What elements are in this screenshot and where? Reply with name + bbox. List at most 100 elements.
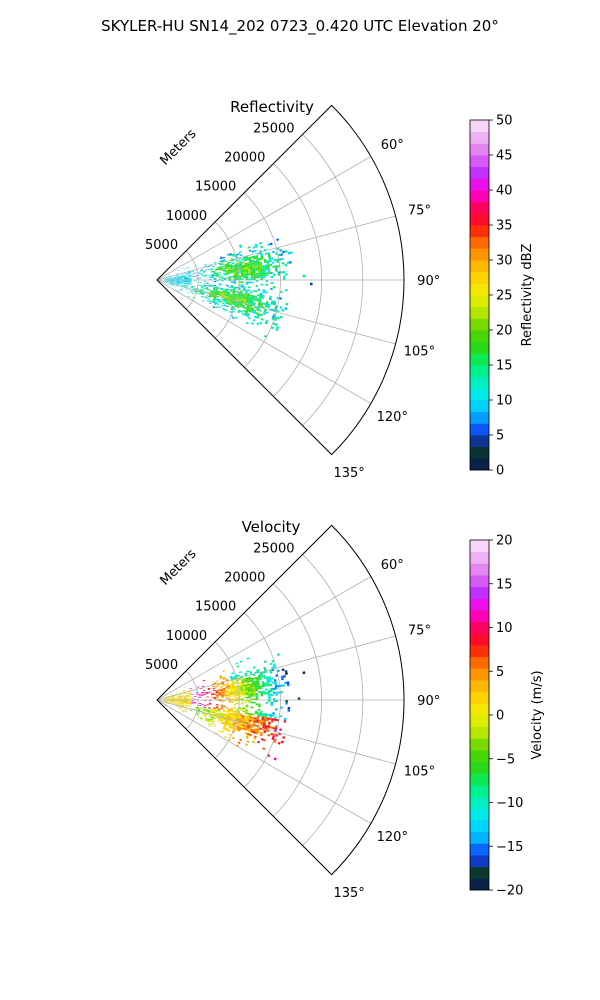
- echo-cell: [239, 245, 243, 249]
- echo-cell: [253, 698, 256, 700]
- echo-cell: [222, 265, 225, 268]
- azimuth-gridline: [156, 635, 396, 701]
- echo-cell: [235, 268, 238, 271]
- echo-cell: [231, 683, 235, 686]
- echo-cell: [215, 269, 218, 271]
- echo-cell: [260, 687, 263, 690]
- echo-cell: [254, 260, 257, 263]
- echo-cell: [282, 275, 286, 278]
- echo-cell: [174, 283, 177, 284]
- echo-cell: [220, 287, 224, 290]
- echo-cell: [198, 282, 202, 284]
- echo-cell: [213, 285, 217, 287]
- echo-cell: [253, 273, 256, 275]
- echo-cell: [264, 682, 268, 685]
- colorbar-segment: [470, 621, 489, 634]
- echo-cell: [199, 293, 202, 295]
- reflectivity-polar-grid: [156, 104, 405, 456]
- echo-cell: [263, 738, 267, 742]
- echo-cell: [201, 703, 204, 705]
- echo-cell: [247, 317, 251, 320]
- echo-cell: [252, 268, 256, 270]
- echo-cell: [216, 717, 219, 719]
- echo-cell: [261, 681, 265, 684]
- echo-cell: [236, 306, 240, 309]
- echo-cell: [232, 710, 236, 713]
- echo-cell: [267, 268, 271, 271]
- echo-cell: [223, 719, 226, 721]
- echo-cell: [231, 725, 235, 728]
- echo-cell: [285, 700, 288, 703]
- echo-cell: [213, 273, 217, 275]
- echo-cell: [281, 262, 285, 265]
- echo-cell: [234, 713, 238, 716]
- echo-cell: [270, 687, 273, 691]
- echo-cell: [220, 257, 223, 260]
- echo-cell: [243, 690, 246, 693]
- echo-cell: [255, 290, 258, 293]
- echo-cell: [244, 313, 247, 317]
- echo-cell: [259, 242, 263, 245]
- echo-cell: [239, 713, 243, 715]
- echo-cell: [182, 689, 185, 692]
- echo-cell: [217, 306, 221, 309]
- echo-cell: [247, 263, 250, 266]
- echo-cell: [164, 698, 167, 699]
- colorbar-segment: [470, 423, 489, 436]
- echo-cell: [269, 263, 273, 267]
- echo-cell: [229, 303, 233, 306]
- echo-cell: [213, 281, 217, 283]
- echo-cell: [254, 717, 257, 720]
- echo-cell: [178, 283, 182, 285]
- echo-cell: [181, 701, 185, 702]
- echo-cell: [261, 716, 265, 719]
- echo-cell: [221, 695, 224, 697]
- echo-cell: [169, 697, 172, 699]
- echo-cell: [238, 726, 242, 729]
- echo-cell: [174, 277, 177, 279]
- echo-cell: [258, 301, 261, 304]
- echo-cell: [268, 721, 271, 725]
- echo-cell: [248, 249, 252, 252]
- echo-cell: [241, 306, 245, 309]
- echo-cell: [231, 305, 235, 308]
- echo-cell: [181, 279, 185, 280]
- echo-cell: [213, 692, 216, 695]
- echo-cell: [270, 282, 274, 285]
- echo-cell: [217, 719, 221, 722]
- echo-cell: [206, 282, 209, 284]
- echo-cell: [171, 696, 174, 697]
- echo-cell: [171, 281, 175, 283]
- echo-cell: [215, 268, 218, 270]
- echo-cell: [265, 280, 269, 282]
- echo-cell: [259, 292, 263, 295]
- echo-cell: [255, 274, 259, 277]
- echo-cell: [248, 256, 251, 259]
- echo-cell: [258, 309, 262, 312]
- echo-cell: [239, 305, 242, 308]
- echo-cell: [208, 275, 212, 277]
- echo-cell: [181, 280, 185, 281]
- echo-cell: [229, 294, 233, 296]
- colorbar-segment: [470, 878, 489, 891]
- echo-cell: [242, 710, 246, 713]
- echo-cell: [205, 286, 209, 289]
- echo-cell: [181, 697, 185, 698]
- echo-cell: [176, 283, 179, 285]
- echo-cell: [204, 719, 208, 722]
- echo-cell: [237, 309, 241, 312]
- echo-cell: [181, 696, 184, 698]
- echo-cell: [231, 276, 234, 278]
- echo-cell: [205, 710, 208, 712]
- echo-cell: [264, 264, 268, 267]
- echo-cell: [168, 284, 171, 286]
- echo-cell: [188, 692, 191, 694]
- echo-cell: [209, 300, 213, 303]
- echo-cell: [181, 284, 184, 286]
- colorbar-segment: [470, 598, 489, 611]
- echo-cell: [265, 311, 269, 314]
- echo-cell: [253, 276, 256, 279]
- echo-cell: [252, 722, 256, 725]
- echo-cell: [258, 276, 261, 279]
- echo-cell: [249, 733, 253, 737]
